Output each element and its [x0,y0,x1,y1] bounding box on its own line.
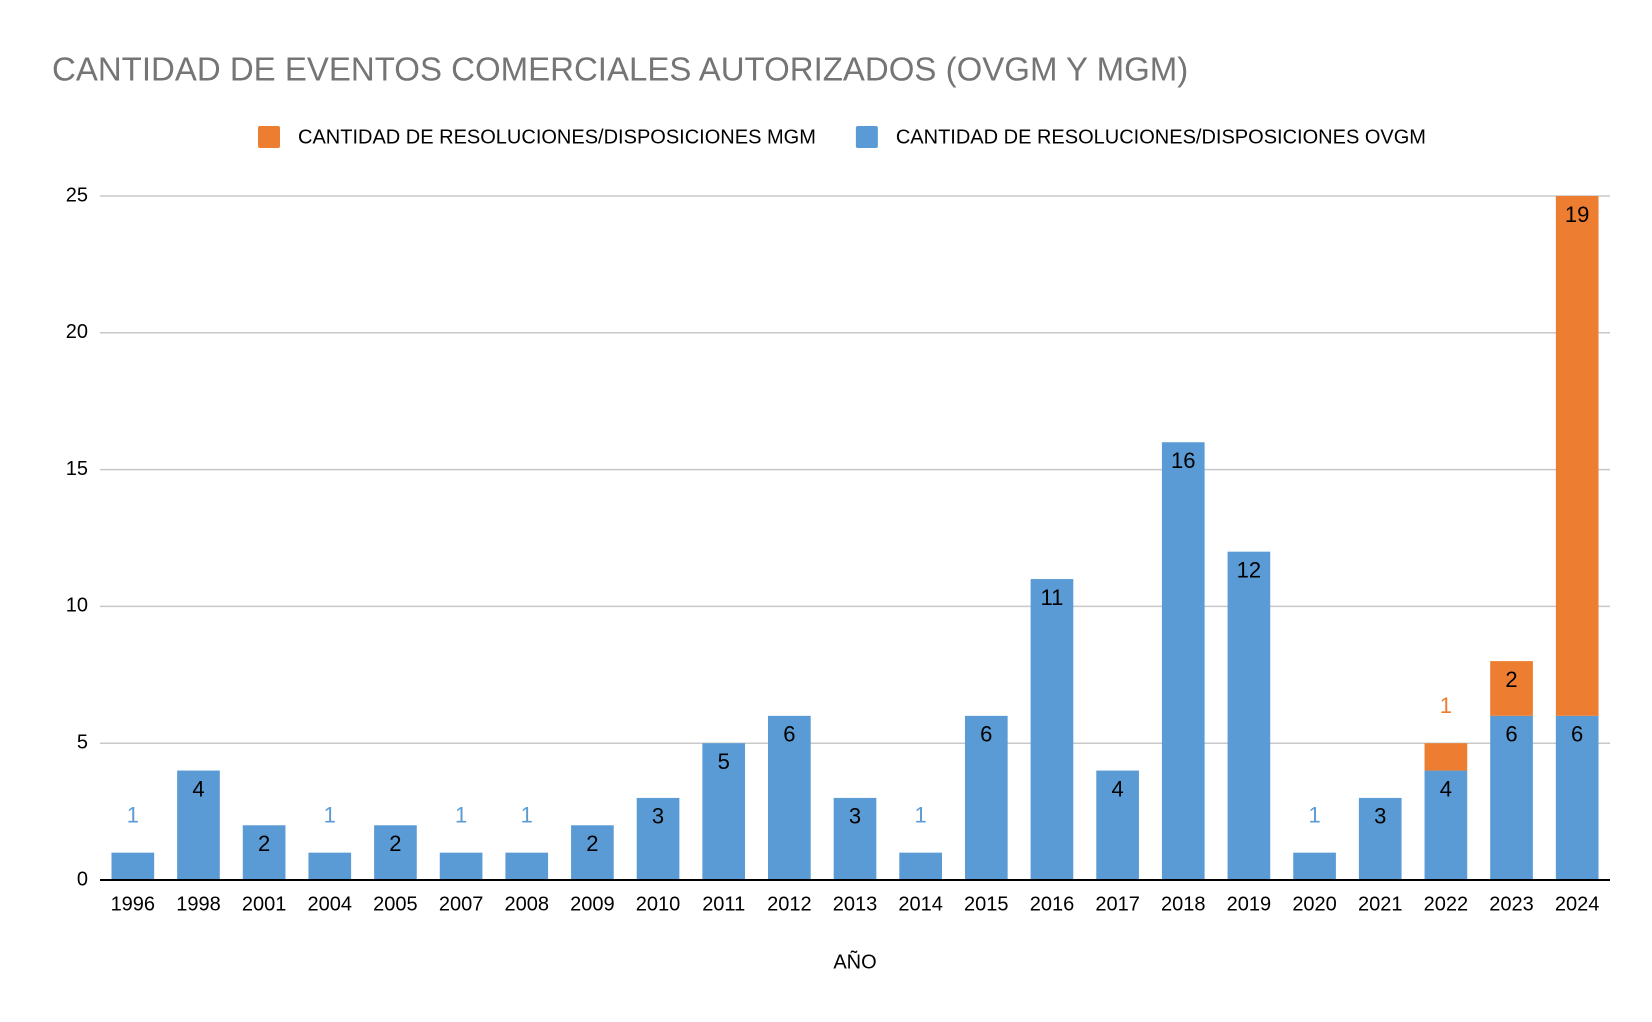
x-tick-label: 2012 [767,893,812,915]
data-label: 1 [455,802,467,827]
x-tick-label: 2023 [1489,893,1534,915]
x-tick-label: 2008 [504,893,549,915]
x-tick-label: 2011 [702,893,745,915]
bar [177,770,220,880]
data-label: 12 [1237,557,1261,582]
x-tick-label: 2024 [1555,893,1600,915]
data-label: 1 [1440,693,1452,718]
data-label: 4 [1111,776,1123,801]
y-tick-label: 10 [66,595,88,617]
bar [833,797,877,880]
bar [1490,715,1533,880]
data-label: 4 [1440,776,1452,801]
data-label: 6 [1505,722,1517,747]
x-tick-label: 2018 [1161,893,1206,915]
bar [1424,770,1468,880]
x-tick-label: 2014 [898,893,943,915]
legend-label: CANTIDAD DE RESOLUCIONES/DISPOSICIONES M… [298,126,816,148]
data-label: 6 [1571,722,1583,747]
legend-label: CANTIDAD DE RESOLUCIONES/DISPOSICIONES O… [896,126,1426,148]
bar [1227,551,1271,880]
x-axis-title: AÑO [833,949,876,973]
x-tick-label: 2017 [1095,893,1140,915]
x-tick-label: 1996 [111,893,156,915]
data-label: 1 [127,802,139,827]
bar [242,825,286,880]
bar [899,852,942,880]
bar [768,715,811,880]
bar [571,825,614,880]
x-tick-label: 2010 [636,893,681,915]
legend-swatch [258,126,280,148]
bar [636,797,680,880]
chart-title: CANTIDAD DE EVENTOS COMERCIALES AUTORIZA… [52,51,1188,88]
bar [1096,770,1139,880]
x-tick-label: 1998 [176,893,221,915]
x-tick-label: 2007 [439,893,484,915]
data-label: 6 [783,722,795,747]
y-tick-label: 0 [77,868,88,890]
bar [1424,743,1468,771]
data-label: 1 [324,802,336,827]
x-tick-label: 2004 [308,893,353,915]
data-label: 19 [1565,202,1589,227]
bar [1358,797,1402,880]
x-tick-label: 2001 [242,893,287,915]
bar [1555,715,1599,880]
data-label: 3 [1374,804,1386,829]
x-tick-label: 2016 [1030,893,1075,915]
data-label: 1 [521,802,533,827]
data-label: 16 [1171,448,1195,473]
data-label: 1 [1308,802,1320,827]
x-tick-label: 2022 [1424,893,1469,915]
x-tick-label: 2021 [1358,893,1403,915]
bar [1490,661,1533,716]
bar [702,743,746,880]
data-label: 11 [1041,585,1064,610]
y-tick-label: 15 [66,458,88,480]
y-tick-label: 5 [77,731,88,753]
x-tick-label: 2005 [373,893,418,915]
bar [1555,196,1599,716]
data-label: 1 [915,802,927,827]
data-label: 6 [980,722,992,747]
data-label: 2 [258,831,270,856]
data-label: 2 [1505,667,1517,692]
data-label: 3 [652,804,664,829]
bar [308,852,352,880]
y-tick-label: 25 [66,184,88,206]
bar [439,852,483,880]
data-label: 5 [718,749,730,774]
bar [374,825,417,880]
data-label: 2 [586,831,598,856]
x-tick-label: 2019 [1227,893,1272,915]
data-label: 3 [849,804,861,829]
y-tick-label: 20 [66,321,88,343]
legend-swatch [855,126,878,148]
bar [111,852,155,880]
x-tick-label: 2009 [570,893,615,915]
bar [1293,852,1336,880]
data-label: 2 [389,831,401,856]
x-tick-label: 2015 [964,893,1009,915]
bar [505,852,549,880]
bar [964,715,1008,880]
data-label: 4 [192,776,204,801]
x-tick-label: 2020 [1292,893,1337,915]
bar [1161,442,1205,880]
x-tick-label: 2013 [833,893,878,915]
bar [1030,579,1074,880]
